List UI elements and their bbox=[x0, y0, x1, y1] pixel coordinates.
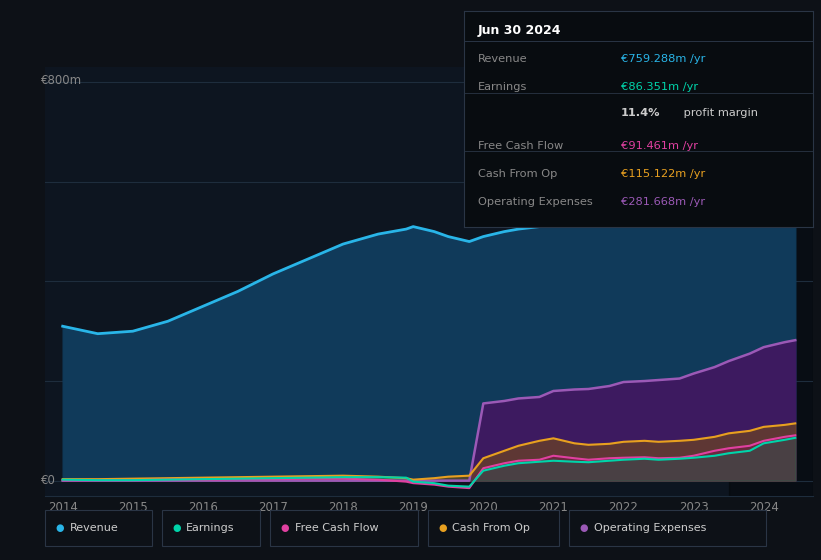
Text: €115.122m /yr: €115.122m /yr bbox=[621, 169, 705, 179]
Text: 11.4%: 11.4% bbox=[621, 108, 660, 118]
Text: Cash From Op: Cash From Op bbox=[452, 523, 530, 533]
Text: Free Cash Flow: Free Cash Flow bbox=[295, 523, 378, 533]
Text: €91.461m /yr: €91.461m /yr bbox=[621, 141, 698, 151]
Text: Earnings: Earnings bbox=[478, 82, 527, 92]
Text: Revenue: Revenue bbox=[478, 54, 527, 64]
Text: €86.351m /yr: €86.351m /yr bbox=[621, 82, 698, 92]
Text: €281.668m /yr: €281.668m /yr bbox=[621, 197, 705, 207]
Text: Operating Expenses: Operating Expenses bbox=[594, 523, 706, 533]
Text: €0: €0 bbox=[41, 474, 56, 487]
Text: €800m: €800m bbox=[41, 73, 82, 87]
Text: ●: ● bbox=[56, 523, 64, 533]
Text: ●: ● bbox=[172, 523, 181, 533]
Text: Revenue: Revenue bbox=[70, 523, 118, 533]
Text: Earnings: Earnings bbox=[186, 523, 235, 533]
Text: Free Cash Flow: Free Cash Flow bbox=[478, 141, 563, 151]
Text: Jun 30 2024: Jun 30 2024 bbox=[478, 24, 562, 37]
Bar bbox=[729, 67, 813, 496]
Text: profit margin: profit margin bbox=[680, 108, 759, 118]
Text: Operating Expenses: Operating Expenses bbox=[478, 197, 593, 207]
Text: Cash From Op: Cash From Op bbox=[478, 169, 557, 179]
Text: ●: ● bbox=[438, 523, 447, 533]
Text: €759.288m /yr: €759.288m /yr bbox=[621, 54, 705, 64]
Text: ●: ● bbox=[281, 523, 289, 533]
Text: ●: ● bbox=[580, 523, 588, 533]
